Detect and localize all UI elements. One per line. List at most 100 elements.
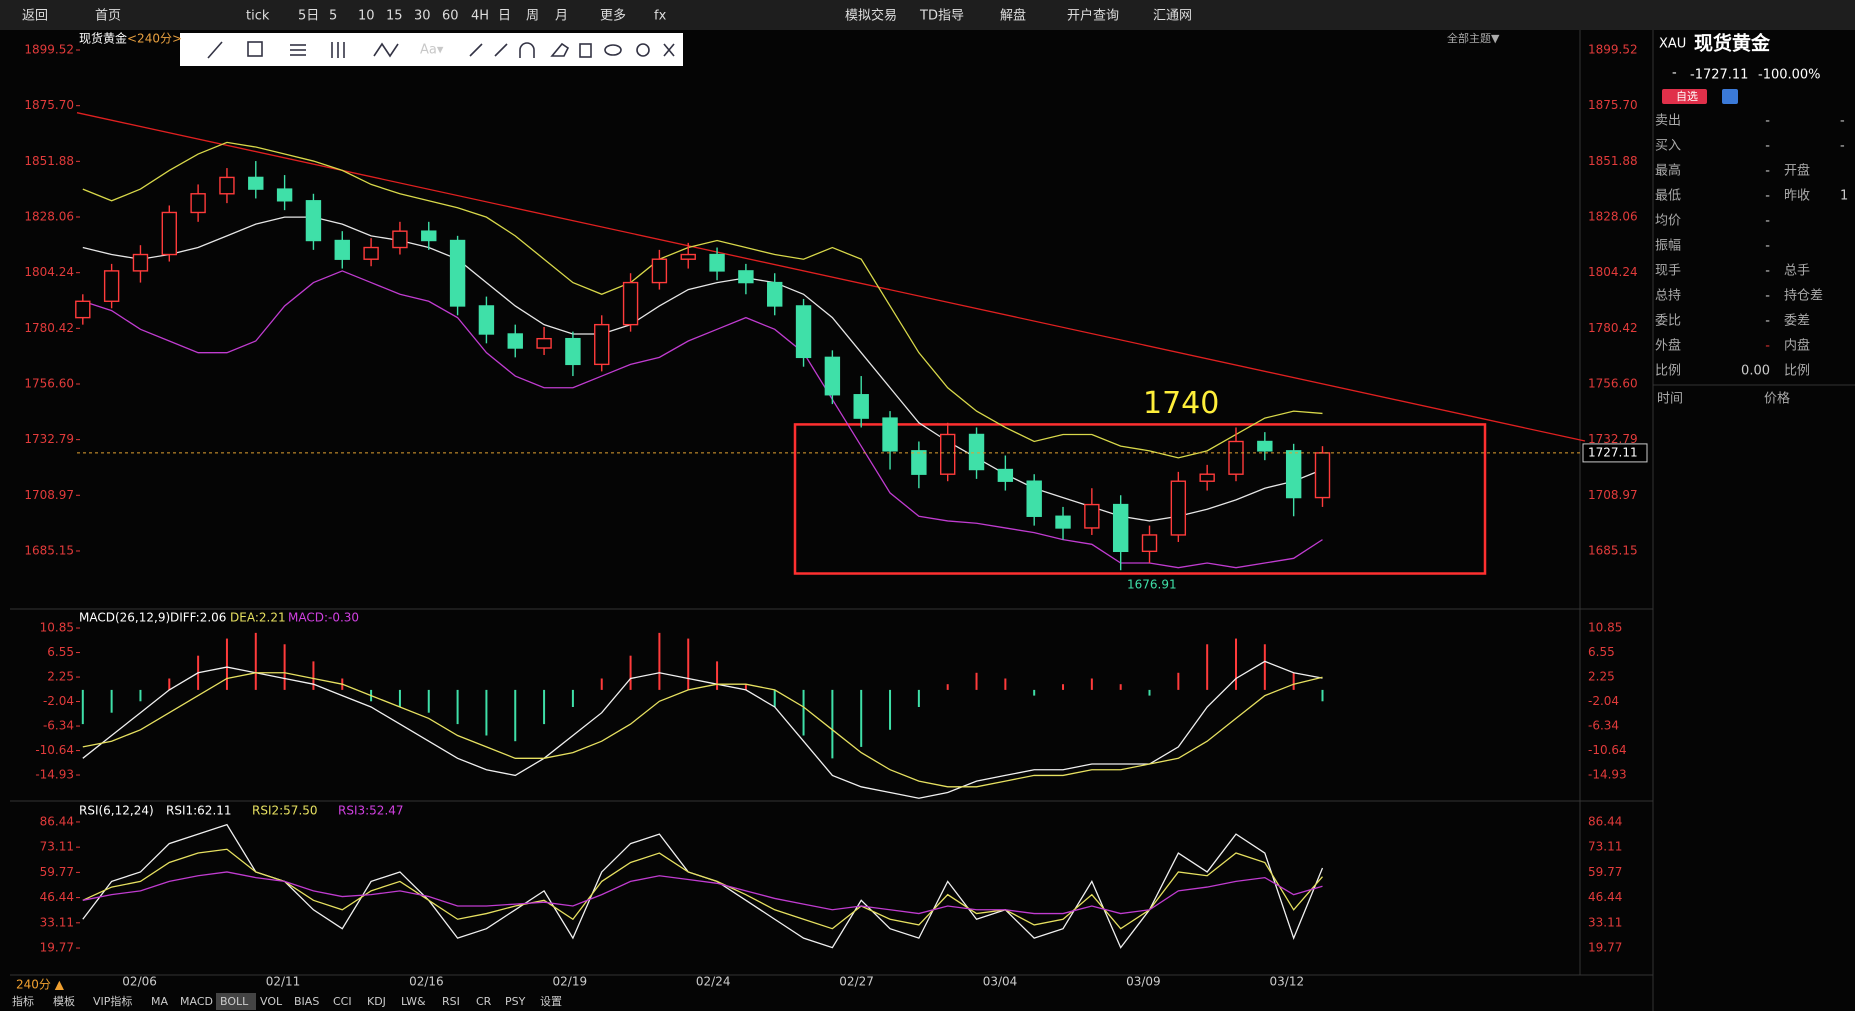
tab[interactable]: BOLL (220, 995, 249, 1008)
candle-body (132, 253, 149, 272)
fav-text[interactable]: 自选 (1676, 90, 1698, 103)
row-value: - (1765, 314, 1770, 329)
tab[interactable]: 模板 (53, 994, 75, 1008)
macd-label: DIFF:2.06 (170, 611, 226, 625)
candle-body (507, 333, 523, 349)
col-head: 价格 (1764, 391, 1790, 407)
tab[interactable]: BIAS (294, 995, 319, 1008)
bell-btn[interactable] (1722, 89, 1738, 104)
candle-body (219, 176, 235, 195)
y-tick-label: -2.04 (1588, 694, 1619, 708)
toolbar-item[interactable]: 周 (526, 9, 539, 24)
y-tick-label: 1708.97 (1588, 488, 1638, 502)
draw-tools[interactable] (180, 33, 683, 66)
tab[interactable]: VOL (260, 995, 283, 1008)
toolbar-item[interactable]: 60 (442, 9, 459, 24)
toolbar-item[interactable]: 模拟交易 (845, 8, 897, 24)
toolbar-item[interactable]: tick (246, 9, 270, 24)
row-label: 总持 (1655, 289, 1681, 304)
toolbar-item[interactable]: TD指导 (919, 9, 964, 24)
candle-body (824, 356, 841, 396)
tab[interactable]: MACD (180, 995, 213, 1008)
toolbar-item[interactable]: 更多 (600, 8, 626, 24)
y-tick-label: 6.55 (1588, 645, 1615, 659)
row-label2: 内盘 (1784, 338, 1810, 354)
candle-body (305, 200, 322, 242)
row-value: - (1765, 164, 1770, 179)
candle-body (767, 281, 783, 307)
toolbar-item[interactable]: 开户查询 (1067, 8, 1119, 24)
candle-body (651, 258, 668, 284)
tab[interactable]: RSI (442, 995, 460, 1008)
date-label: 02/19 (553, 975, 588, 989)
tab[interactable]: CCI (333, 995, 352, 1008)
candle-body (248, 176, 264, 190)
tab[interactable]: LW& (401, 995, 426, 1008)
candle-body (161, 211, 177, 256)
tab[interactable]: PSY (505, 995, 526, 1008)
text-tool[interactable]: Aa▾ (420, 43, 444, 58)
toolbar-item[interactable]: 首页 (95, 9, 121, 24)
y-tick-label: 86.44 (1588, 814, 1622, 828)
candle-body (709, 253, 725, 272)
date-label: 02/06 (122, 975, 157, 989)
y-tick-label: 1708.97 (24, 488, 74, 502)
candle-body (103, 270, 120, 302)
tab[interactable]: CR (476, 995, 492, 1008)
row-value: - (1765, 214, 1770, 229)
candle-body (622, 281, 639, 326)
toolbar-item[interactable]: 解盘 (1000, 8, 1026, 24)
toolbar-item[interactable]: 15 (386, 9, 403, 24)
toolbar-item[interactable]: 30 (414, 9, 431, 24)
y-tick-label: 1756.60 (1588, 376, 1638, 390)
bg (0, 30, 1855, 1011)
y-tick-label: -10.64 (35, 743, 74, 757)
row-value2: - (1840, 139, 1845, 154)
toolbar-item[interactable]: 4H (471, 9, 489, 24)
row-value: - (1765, 139, 1770, 154)
y-tick-label: 1851.88 (1588, 154, 1638, 168)
toolbar-item[interactable]: 10 (358, 9, 375, 24)
candle-body (1055, 515, 1071, 529)
rsi3-line (82, 871, 1323, 915)
rsi2-line (82, 848, 1323, 930)
candle-body (940, 433, 956, 475)
y-tick-label: 1899.52 (1588, 43, 1638, 57)
row-value: 0.00 (1741, 364, 1770, 379)
draw-tool-icons (207, 41, 675, 59)
tab[interactable]: KDJ (367, 995, 386, 1008)
toolbar-item[interactable]: 返回 (22, 9, 48, 24)
tab[interactable]: MA (151, 995, 168, 1008)
y-tick-label: 1685.15 (24, 543, 74, 557)
row-label: 最高 (1655, 163, 1681, 179)
row-label: 买入 (1655, 139, 1681, 154)
row-label2: 总手 (1784, 264, 1810, 279)
candle-body (968, 433, 985, 471)
candle-body (680, 253, 696, 260)
toolbar-item[interactable]: fx (654, 9, 667, 24)
fav-btn[interactable] (1662, 89, 1707, 104)
row-label2: 比例 (1784, 364, 1810, 379)
candle-body (449, 239, 466, 307)
y-tick-label: -14.93 (35, 768, 74, 782)
tab[interactable]: 设置 (540, 995, 562, 1008)
date-label: 02/27 (839, 975, 874, 989)
diff-line (82, 660, 1323, 799)
tab[interactable]: 指标 (12, 994, 34, 1008)
toolbar-item[interactable]: 日 (498, 9, 511, 24)
y-tick-label: 1780.42 (1588, 321, 1638, 335)
toolbar-bg (0, 0, 1855, 30)
row-label: 均价 (1655, 214, 1681, 229)
toolbar-item[interactable]: 5日 (298, 9, 319, 24)
row-label: 振幅 (1655, 239, 1681, 254)
date-label: 03/09 (1126, 975, 1161, 989)
row-label: 现手 (1655, 264, 1681, 279)
toolbar-item[interactable]: 5 (329, 9, 337, 24)
y-tick-label: 10.85 (40, 621, 74, 635)
y-tick-label: -10.64 (1588, 743, 1627, 757)
y-tick-label: 46.44 (1588, 890, 1622, 904)
toolbar-item[interactable]: 汇通网 (1153, 9, 1192, 24)
toolbar-item[interactable]: 月 (555, 9, 568, 24)
tab[interactable]: VIP指标 (93, 994, 132, 1008)
